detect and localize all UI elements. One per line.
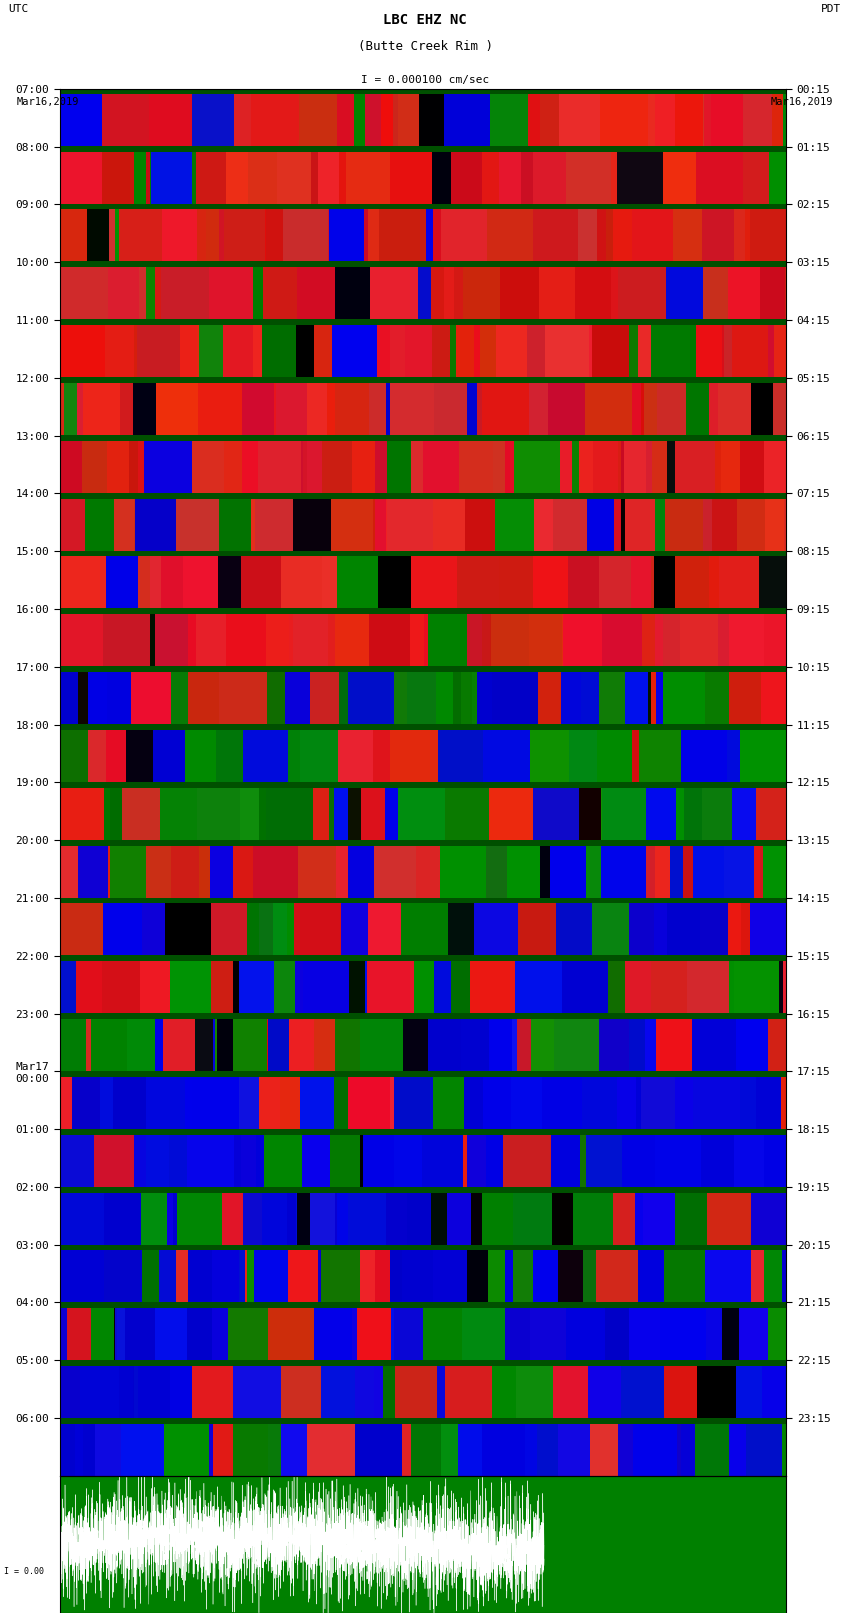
Text: I = 0.00: I = 0.00 [4,1568,44,1576]
Text: LBC EHZ NC: LBC EHZ NC [383,13,467,27]
Text: PDT: PDT [821,5,842,15]
Text: (Butte Creek Rim ): (Butte Creek Rim ) [358,40,492,53]
Text: UTC: UTC [8,5,29,15]
Text: Mar16,2019: Mar16,2019 [17,97,80,106]
Text: Mar16,2019: Mar16,2019 [770,97,833,106]
Text: I = 0.000100 cm/sec: I = 0.000100 cm/sec [361,76,489,85]
